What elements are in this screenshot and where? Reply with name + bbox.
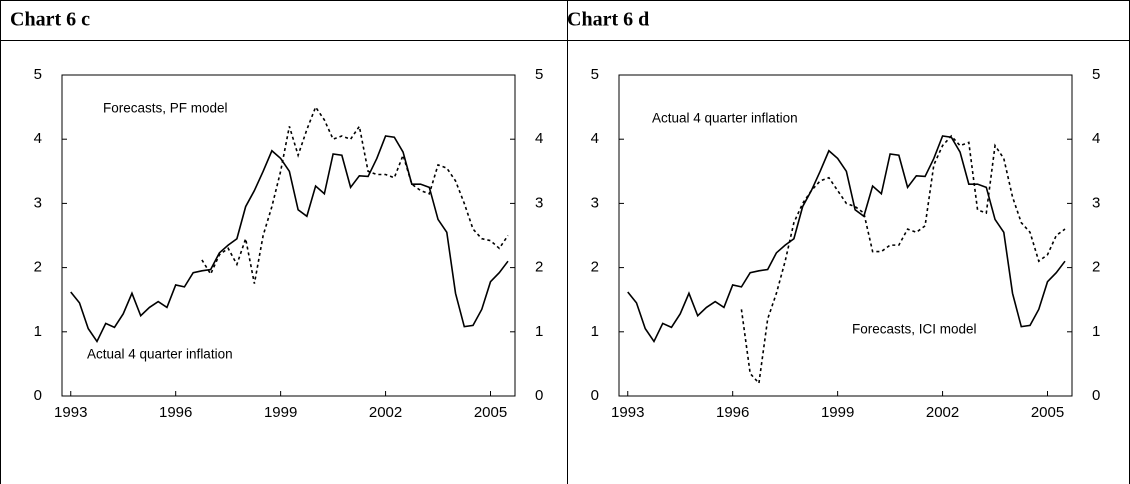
y2-tick-label: 3	[1092, 194, 1100, 211]
chart-title: Chart 6 c	[10, 9, 90, 31]
y-tick-label: 0	[591, 387, 599, 404]
x-tick-label: 2002	[369, 404, 402, 421]
y-tick-label: 3	[591, 194, 599, 211]
x-tick-label: 1999	[821, 404, 854, 421]
y2-tick-label: 0	[1092, 387, 1100, 404]
y-tick-label: 1	[591, 323, 599, 340]
y-tick-label: 4	[591, 130, 599, 147]
actual-line	[70, 135, 509, 344]
y2-tick-label: 1	[535, 323, 543, 340]
chart-title: Chart 6 d	[567, 9, 649, 31]
x-tick-label: 1996	[716, 404, 749, 421]
x-tick-label: 1993	[611, 404, 644, 421]
x-tick-label: 1993	[54, 404, 87, 421]
y2-tick-label: 4	[535, 130, 543, 147]
y2-tick-label: 5	[1092, 66, 1100, 83]
y-tick-label: 2	[591, 259, 599, 276]
y-tick-label: 1	[34, 323, 42, 340]
y-tick-label: 2	[34, 259, 42, 276]
series-label: Forecasts, PF model	[103, 101, 228, 116]
y-tick-label: 5	[34, 66, 42, 83]
series-label: Actual 4 quarter inflation	[87, 347, 233, 362]
x-tick-label: 1996	[159, 404, 192, 421]
y2-tick-label: 4	[1092, 130, 1100, 147]
forecast-line	[740, 134, 1066, 385]
y2-tick-label: 1	[1092, 323, 1100, 340]
x-tick-label: 2005	[1031, 404, 1064, 421]
y-tick-label: 0	[34, 387, 42, 404]
x-tick-label: 2005	[474, 404, 507, 421]
y-tick-label: 4	[34, 130, 42, 147]
y2-tick-label: 2	[535, 259, 543, 276]
x-tick-label: 1999	[264, 404, 297, 421]
actual-line	[627, 135, 1066, 344]
y-tick-label: 5	[591, 66, 599, 83]
y2-tick-label: 2	[1092, 259, 1100, 276]
y2-tick-label: 3	[535, 194, 543, 211]
series-label: Forecasts, ICI model	[852, 322, 977, 337]
y2-tick-label: 5	[535, 66, 543, 83]
x-tick-label: 2002	[926, 404, 959, 421]
plot-frame	[618, 74, 1073, 397]
forecast-line	[201, 105, 509, 284]
y-tick-label: 3	[34, 194, 42, 211]
y2-tick-label: 0	[535, 387, 543, 404]
series-label: Actual 4 quarter inflation	[652, 111, 798, 126]
plot-frame	[61, 74, 516, 397]
